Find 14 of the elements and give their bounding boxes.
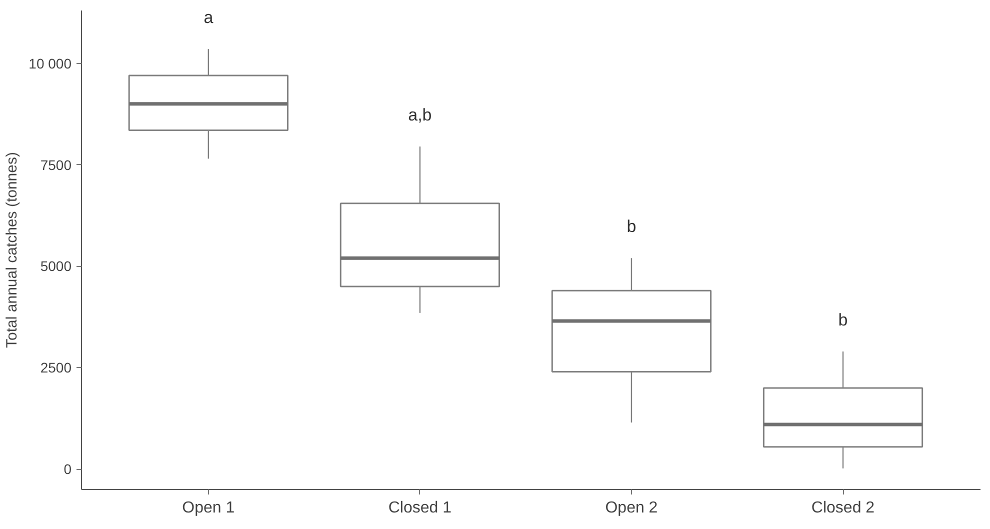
x-tick-label: Open 2 <box>605 500 658 516</box>
y-tick-label: 10 000 <box>28 55 72 72</box>
y-axis-title: Total annual catches (tonnes) <box>4 152 21 348</box>
y-tick-label: 7500 <box>40 156 72 173</box>
y-tick-label: 2500 <box>40 360 72 376</box>
x-tick-label: Open 1 <box>182 500 235 516</box>
y-tick-label: 0 <box>64 461 72 478</box>
x-tick-label: Closed 2 <box>811 500 875 516</box>
annotation: b <box>838 310 848 330</box>
annotation: a,b <box>408 105 432 124</box>
x-tick-label: Closed 1 <box>388 500 452 516</box>
y-tick-label: 5000 <box>40 258 72 274</box>
annotation: b <box>626 217 636 236</box>
annotation: a <box>204 8 214 28</box>
